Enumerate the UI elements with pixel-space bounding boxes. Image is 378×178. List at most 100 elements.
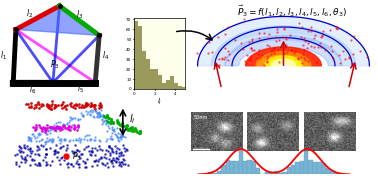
Point (64, 127, 70, 130)
Point (43, 153, 49, 156)
Point (58, 146, 64, 149)
Point (261, 32, 267, 34)
Point (121, 163, 127, 166)
Bar (191, 86, 195, 89)
Point (59, 156, 65, 159)
Point (74, 159, 80, 162)
Point (38, 127, 44, 130)
Point (318, 36, 324, 38)
Point (91, 104, 97, 107)
Point (43, 160, 49, 163)
Point (340, 50, 346, 53)
Point (137, 131, 143, 134)
Bar (330, 171, 335, 174)
Point (73, 103, 79, 106)
Point (103, 156, 109, 159)
Point (301, 36, 307, 39)
Point (304, 47, 310, 50)
Point (70, 106, 76, 109)
Point (114, 147, 120, 150)
Point (59, 127, 65, 130)
Point (118, 151, 124, 153)
Polygon shape (265, 56, 302, 66)
Point (312, 34, 318, 36)
Point (99, 161, 105, 164)
Point (53, 105, 59, 108)
Point (209, 51, 215, 54)
Bar (304, 151, 308, 174)
Point (68, 163, 74, 165)
Point (69, 149, 75, 152)
Point (109, 149, 115, 152)
Point (27, 164, 33, 167)
Point (251, 48, 257, 51)
Point (226, 53, 232, 56)
Point (34, 102, 40, 105)
Point (36, 153, 42, 156)
Point (105, 116, 111, 119)
Point (36, 164, 42, 166)
Point (79, 104, 85, 107)
Point (74, 149, 81, 152)
Point (44, 124, 50, 127)
Point (289, 49, 295, 51)
Point (215, 57, 222, 60)
Text: $l_2$: $l_2$ (26, 8, 33, 20)
Point (111, 159, 117, 161)
Point (82, 162, 88, 164)
Point (28, 105, 34, 108)
Point (57, 162, 63, 165)
Point (284, 51, 290, 54)
Point (225, 58, 231, 61)
Point (55, 103, 61, 106)
Point (100, 163, 106, 166)
Point (89, 165, 95, 167)
Point (257, 56, 263, 59)
Point (116, 161, 122, 163)
Point (42, 127, 48, 130)
Point (106, 145, 112, 148)
Point (36, 162, 42, 165)
Point (113, 160, 119, 163)
Point (268, 52, 274, 55)
Point (118, 160, 124, 163)
Point (30, 126, 36, 129)
Point (47, 164, 53, 167)
Point (98, 102, 104, 105)
Point (76, 150, 82, 152)
Point (51, 149, 57, 152)
Text: 50nm: 50nm (194, 115, 208, 120)
Point (22, 156, 28, 159)
Bar (217, 171, 221, 174)
Point (65, 128, 71, 131)
Point (27, 155, 33, 158)
Point (110, 120, 116, 123)
Point (110, 156, 116, 159)
Point (302, 39, 308, 42)
Bar (287, 167, 291, 174)
Point (266, 45, 272, 48)
Polygon shape (225, 35, 342, 66)
Point (99, 148, 105, 151)
Point (248, 46, 254, 49)
Point (121, 146, 127, 149)
Point (43, 128, 49, 131)
Point (119, 122, 125, 125)
Point (96, 107, 102, 109)
Point (221, 57, 227, 60)
Point (92, 107, 98, 110)
Point (13, 160, 19, 163)
Point (225, 49, 231, 52)
Point (45, 107, 51, 109)
Point (281, 26, 287, 29)
Point (114, 119, 120, 122)
Point (96, 147, 102, 150)
Point (249, 49, 255, 52)
Point (205, 52, 211, 54)
Point (70, 164, 76, 167)
Point (110, 151, 116, 154)
Point (314, 61, 320, 64)
Point (80, 160, 86, 163)
Point (93, 159, 99, 162)
Point (133, 129, 139, 132)
